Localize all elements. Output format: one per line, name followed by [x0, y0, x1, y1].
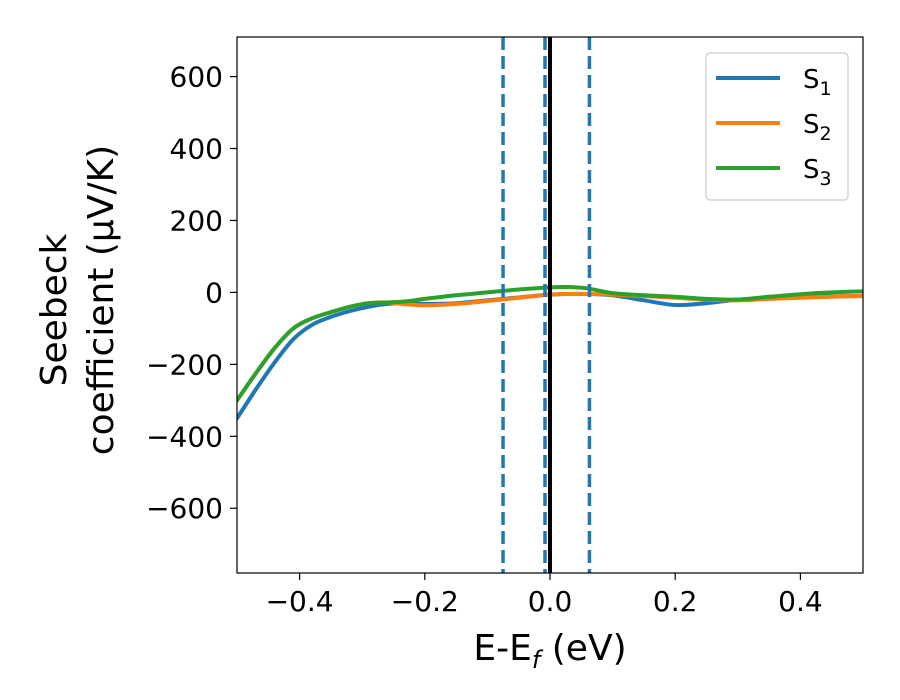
y-tick-label: 600	[170, 61, 223, 94]
x-tick-label: 0.4	[778, 585, 823, 618]
x-tick-label: 0.2	[653, 585, 698, 618]
y-tick-label: −600	[146, 492, 223, 525]
vline-layer	[501, 37, 592, 573]
y-axis-label-line2: coefficient (μV/K)	[81, 145, 122, 455]
x-tick-label: 0.0	[528, 585, 573, 618]
y-tick-label: 0	[205, 276, 223, 309]
x-axis: −0.4 −0.2 0.0 0.2 0.4	[266, 573, 823, 618]
x-tick-label: −0.2	[391, 585, 459, 618]
x-tick-label: −0.4	[266, 585, 334, 618]
y-axis-label: Seebeck coefficient (μV/K)	[34, 145, 122, 455]
y-tick-label: 400	[170, 133, 223, 166]
legend: S1 S2 S3	[705, 52, 849, 201]
x-axis-label: E-Ef (eV)	[473, 628, 626, 674]
y-axis-label-line1: Seebeck	[34, 233, 75, 386]
y-tick-label: −400	[146, 420, 223, 453]
legend-label-s2: S2	[803, 110, 832, 145]
y-tick-label: −200	[146, 348, 223, 381]
legend-label-s1: S1	[803, 65, 832, 100]
legend-box	[705, 52, 849, 201]
y-axis: 600 400 200 0 −200 −400 −600	[146, 61, 237, 525]
legend-label-s3: S3	[803, 155, 832, 190]
y-tick-label: 200	[170, 204, 223, 237]
